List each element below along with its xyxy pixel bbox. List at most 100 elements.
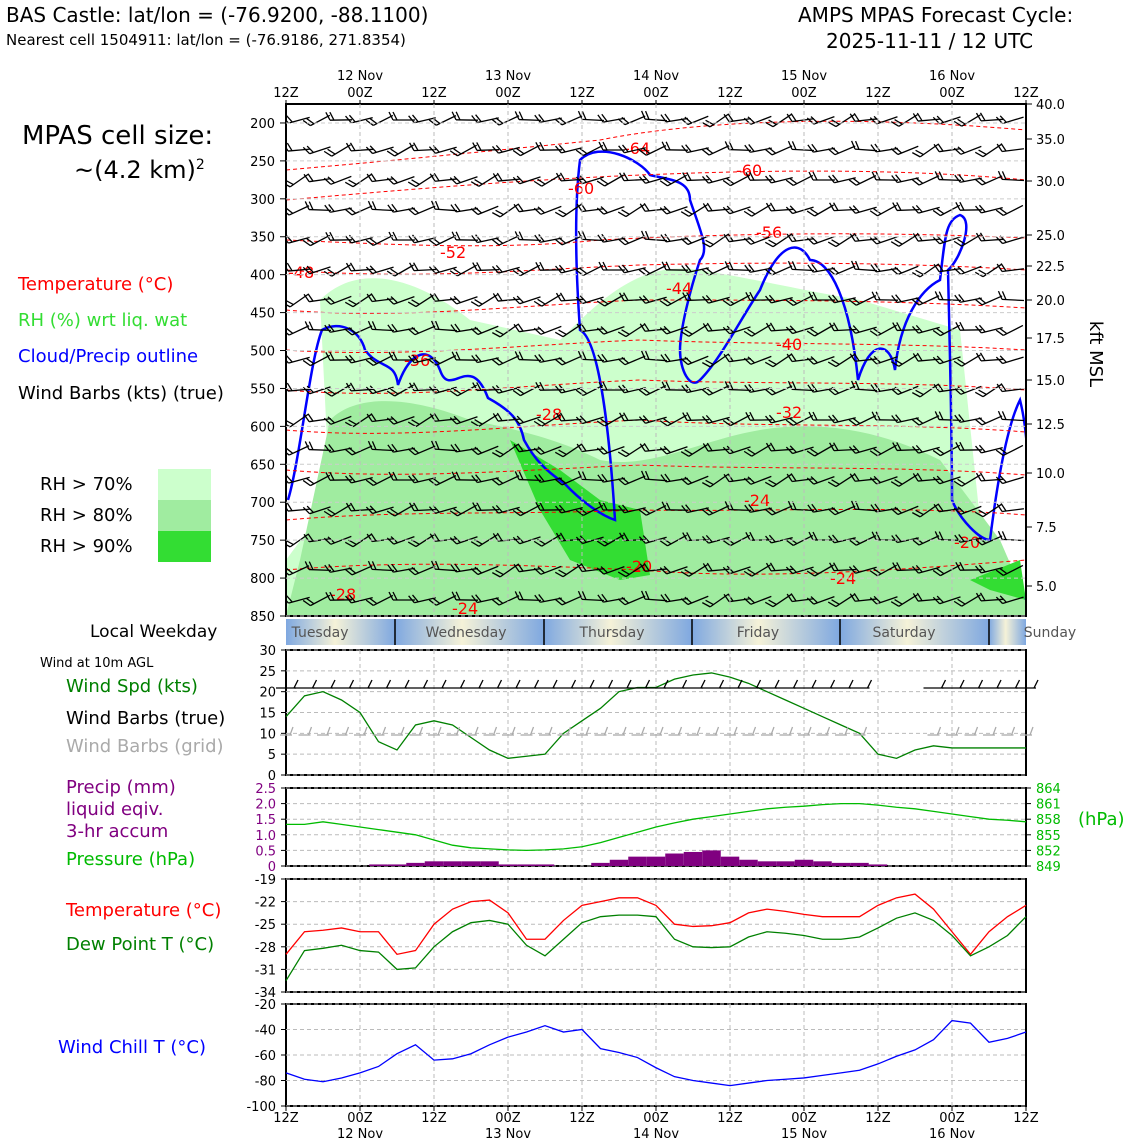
wind-barb (491, 264, 520, 274)
precip-bar (591, 862, 610, 866)
dew-point-line (285, 912, 1027, 982)
wind-chill-label: Wind Chill T (°C) (58, 1037, 206, 1058)
wind-barb (827, 234, 855, 248)
wind-barb (806, 595, 835, 605)
wind-barb (513, 443, 541, 453)
wind-barb (554, 355, 583, 366)
weekday-label: Sunday (1024, 625, 1076, 641)
wind-barb (344, 325, 373, 336)
wind-barb (449, 175, 478, 185)
wind-barb (618, 264, 646, 274)
wind-barb (659, 565, 688, 575)
wind-barb (491, 355, 520, 366)
wind-barb (996, 263, 1025, 273)
wind-barb (743, 235, 772, 245)
wind-barb (997, 410, 1025, 422)
wind-barb (639, 562, 668, 572)
pressure-tick-label: 800 (250, 572, 275, 587)
wind-barb (303, 173, 331, 183)
wind-barb (344, 445, 373, 456)
wind-barb (471, 114, 499, 124)
wind-barb (533, 294, 561, 307)
wind-barb (806, 355, 835, 365)
wind-barb (367, 200, 395, 212)
wind-barb (597, 113, 625, 123)
wind-barb (953, 265, 982, 275)
precip-bar (776, 861, 795, 866)
precip-bar (702, 850, 721, 866)
wind-barb (386, 175, 415, 185)
wind-barb (848, 535, 877, 546)
weekday-label: Saturday (872, 625, 935, 641)
weekday-segment (544, 619, 692, 645)
wind-barb (386, 144, 414, 157)
wind-barb (450, 323, 478, 333)
forecast-cycle-value: 2025-11-11 / 12 UTC (826, 29, 1034, 53)
wind-barb (659, 414, 688, 427)
top-date-label: 15 Nov (781, 69, 827, 84)
wind-barb (407, 445, 436, 456)
wind-barb (323, 144, 351, 157)
svg-text:-24: -24 (744, 491, 770, 510)
wind-barb (596, 325, 625, 335)
wind-barb (345, 474, 373, 484)
wind-barb (514, 471, 542, 481)
pressure-line (286, 802, 1027, 852)
cell-size-value: ~(4.2 km)2 (74, 156, 205, 184)
grid-wind-barb (465, 726, 479, 736)
wind-barb (387, 203, 415, 213)
wind-barb (701, 265, 730, 276)
wind-barb (304, 321, 332, 331)
wind-barb (470, 325, 499, 336)
wind-barb (617, 204, 645, 218)
wind-barb (932, 475, 961, 485)
grid-wind-barb (816, 726, 831, 736)
wind-barb (934, 291, 962, 301)
wind-barb (764, 113, 792, 128)
precip-bar (757, 861, 777, 866)
wind-barb (807, 143, 835, 153)
wind-barb (408, 594, 436, 604)
wind-barb (286, 502, 311, 512)
wind-barb (996, 383, 1025, 393)
wind-barb (890, 114, 918, 127)
wind-barb (596, 174, 624, 187)
wind-barb (744, 504, 772, 513)
wind-barb (933, 503, 961, 513)
precip-bar (868, 864, 888, 866)
grid-wind-barb (335, 726, 350, 736)
y-tick-label: 30 (259, 644, 276, 659)
wind-barb (869, 475, 898, 485)
precip-bar (665, 853, 684, 866)
wind-barb (491, 504, 520, 514)
wind-barb (661, 501, 689, 511)
wind-barb (302, 505, 331, 515)
bottom-tick-label: 12Z (421, 1111, 447, 1126)
legend-temperature: Temperature (°C) (18, 274, 174, 295)
grid-wind-barb (687, 726, 701, 736)
wind-barb (995, 115, 1024, 125)
precip-bar (461, 861, 481, 866)
wind-barb (514, 591, 542, 601)
precip-label-2: liquid eqiv. (66, 799, 164, 820)
grid-wind-barb (298, 726, 313, 736)
pressure-tick-label: 350 (250, 231, 275, 246)
wind-barb (785, 325, 814, 335)
top-tick-label: 00Z (939, 86, 965, 101)
wind-barb (323, 175, 352, 185)
wind-barb (491, 115, 520, 126)
y-tick-label: 1.0 (255, 829, 276, 844)
wind-barb (680, 204, 708, 217)
wind-barb (512, 144, 541, 157)
wind-10m-label: Wind at 10m AGL (40, 656, 154, 671)
top-tick-label: 00Z (347, 86, 373, 101)
surface-wind-barb (331, 679, 355, 689)
wind-barb (451, 471, 479, 481)
bottom-tick-label: 00Z (347, 1111, 373, 1126)
grid-wind-barb (668, 726, 683, 736)
wind-barb (870, 503, 898, 513)
weekday-segment (395, 619, 544, 645)
wind-barb (723, 473, 751, 483)
wind-barb (974, 295, 1003, 306)
